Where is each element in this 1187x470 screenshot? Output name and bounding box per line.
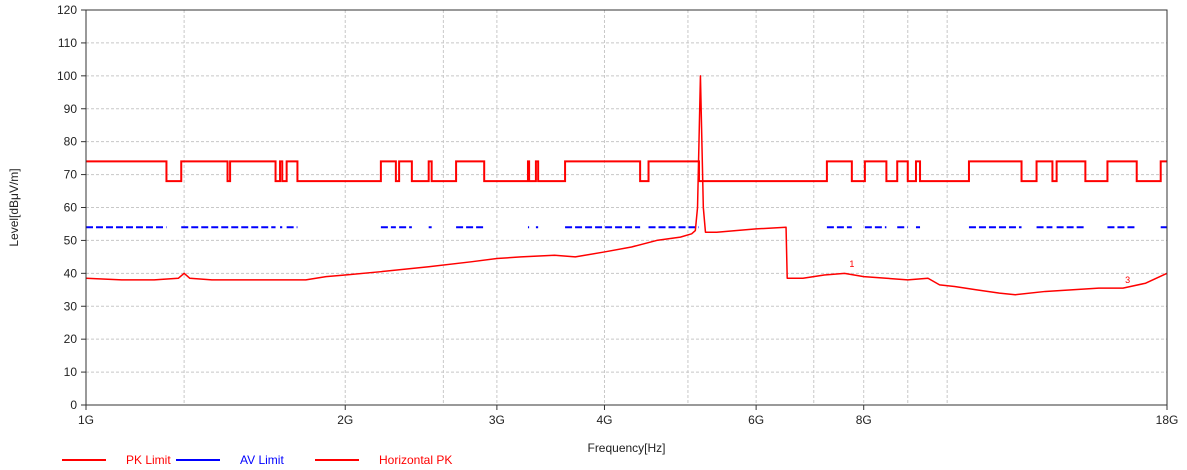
y-tick-label: 60 — [64, 201, 78, 215]
x-tick-label: 4G — [596, 413, 612, 427]
legend: PK Limit AV Limit Horizontal PK — [62, 453, 452, 467]
series-pk-limit — [86, 160, 1167, 183]
y-axis-title: Level[dBμV/m] — [7, 168, 21, 246]
legend-item: AV Limit — [176, 453, 284, 467]
y-tick-label: 40 — [64, 266, 78, 280]
series-horizontal-pk — [85, 75, 1168, 296]
y-tick-label: 90 — [64, 102, 78, 116]
y-tick-labels: 0 10 20 30 40 50 60 70 80 90 100 110 120 — [57, 3, 86, 412]
legend-item: PK Limit — [62, 453, 171, 467]
y-tick-label: 50 — [64, 233, 78, 247]
pk-limit-line — [86, 160, 1167, 183]
legend-label: Horizontal PK — [379, 453, 452, 467]
y-tick-label: 70 — [64, 168, 78, 182]
y-tick-label: 0 — [70, 398, 77, 412]
legend-label: AV Limit — [240, 453, 284, 467]
legend-label: PK Limit — [126, 453, 171, 467]
chart-markers: 13 — [849, 259, 1130, 285]
x-tick-label: 1G — [78, 413, 94, 427]
y-tick-label: 110 — [58, 36, 77, 50]
x-tick-labels: 1G 2G 3G 4G 6G 8G 18G — [78, 405, 1178, 427]
peak-marker-label: 1 — [849, 259, 854, 269]
chart-grid — [85, 9, 1168, 406]
x-tick-label: 3G — [489, 413, 505, 427]
y-tick-label: 20 — [64, 332, 78, 346]
y-tick-label: 100 — [57, 69, 77, 83]
y-tick-label: 10 — [64, 365, 78, 379]
y-tick-label: 120 — [57, 3, 77, 17]
peak-marker-label: 3 — [1125, 275, 1130, 285]
x-tick-label: 2G — [337, 413, 353, 427]
x-tick-label: 18G — [1156, 413, 1179, 427]
horizontal-pk-trace — [85, 75, 1168, 296]
x-tick-label: 6G — [748, 413, 764, 427]
y-tick-label: 30 — [64, 299, 78, 313]
chart-series — [85, 75, 1168, 296]
legend-item: Horizontal PK — [315, 453, 452, 467]
x-axis-title: Frequency[Hz] — [587, 441, 665, 455]
x-tick-label: 8G — [856, 413, 872, 427]
plot-frame — [85, 9, 1168, 406]
y-tick-label: 80 — [64, 135, 78, 149]
